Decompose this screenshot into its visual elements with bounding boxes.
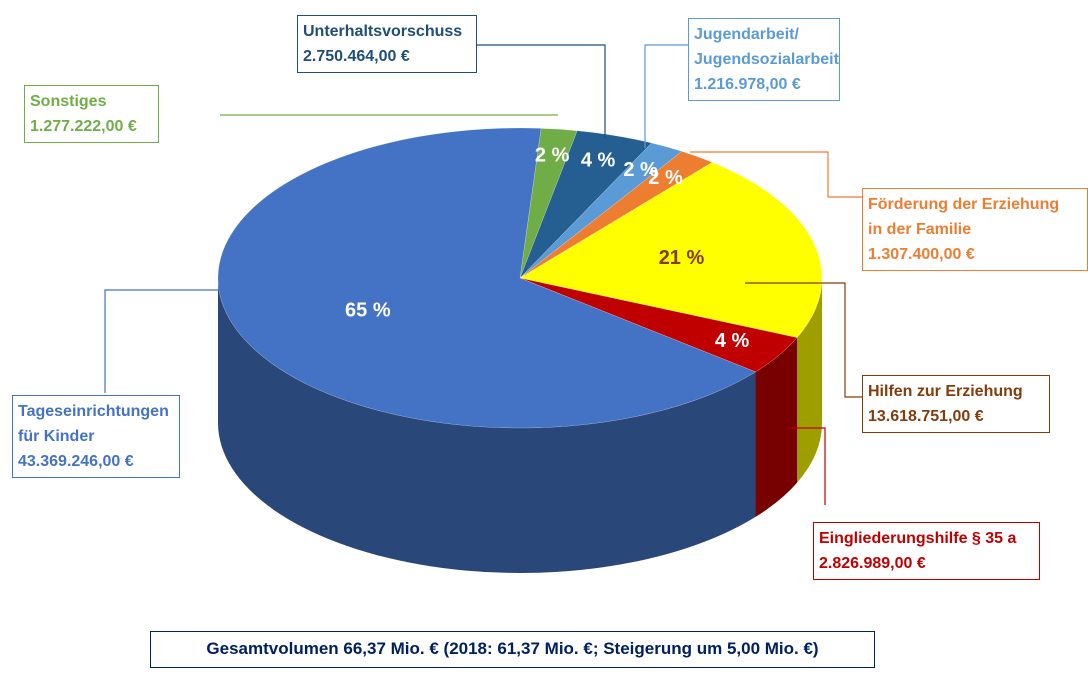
- percent-label: 2 %: [648, 167, 683, 189]
- slice: [519, 142, 683, 279]
- value-label: 13.618.751,00 €: [868, 408, 984, 425]
- slice: [217, 127, 757, 429]
- percent-label: 2 %: [535, 144, 570, 166]
- value-label: 2.826.989,00 €: [819, 555, 926, 572]
- slice: [519, 130, 653, 279]
- category-label: Jugendarbeit/ Jugendsozialarbeit: [694, 26, 839, 68]
- percent-label: 4 %: [715, 330, 750, 352]
- leader-line: [690, 151, 862, 198]
- category-label: Tageseinrichtungen für Kinder: [18, 403, 169, 445]
- percent-label: 21 %: [659, 247, 705, 269]
- value-label: 1.307.400,00 €: [868, 246, 975, 263]
- percent-label: 65 %: [345, 299, 391, 321]
- leader-line: [644, 44, 688, 148]
- category-label: Eingliederungshilfe § 35 a: [819, 530, 1017, 547]
- slice-side: [755, 337, 798, 517]
- callout: Förderung der Erziehung in der Familie 1.…: [862, 188, 1088, 271]
- value-label: 1.277.222,00 €: [30, 118, 137, 135]
- percent-label: 2 %: [623, 159, 658, 181]
- leader-line: [790, 427, 826, 505]
- footer-box: Gesamtvolumen 66,37 Mio. € (2018: 61,37 …: [150, 631, 875, 668]
- leader-line: [104, 289, 320, 393]
- category-label: Unterhaltsvorschuss: [303, 23, 463, 40]
- slice: [519, 151, 713, 279]
- value-label: 1.216.978,00 €: [694, 76, 801, 93]
- callout: Unterhaltsvorschuss 2.750.464,00 €: [297, 15, 477, 73]
- slice: [519, 128, 578, 279]
- leader-line: [477, 44, 606, 138]
- callout: Sonstiges 1.277.222,00 €: [24, 85, 159, 143]
- leader-line: [745, 282, 862, 398]
- slice: [519, 162, 823, 338]
- callout: Eingliederungshilfe § 35 a 2.826.989,00 €: [813, 522, 1040, 580]
- percent-label: 4 %: [581, 150, 616, 172]
- value-label: 43.369.246,00 €: [18, 453, 134, 470]
- callout: Jugendarbeit/ Jugendsozialarbeit 1.216.97…: [688, 18, 840, 101]
- slice-side: [218, 278, 756, 573]
- slice: [519, 277, 798, 373]
- category-label: Sonstiges: [30, 93, 107, 110]
- category-label: Förderung der Erziehung in der Familie: [868, 196, 1060, 238]
- callout: Tageseinrichtungen für Kinder 43.369.246,…: [12, 395, 180, 478]
- value-label: 2.750.464,00 €: [303, 48, 410, 65]
- slice-side: [797, 278, 822, 483]
- category-label: Hilfen zur Erziehung: [868, 383, 1023, 400]
- callout: Hilfen zur Erziehung 13.618.751,00 €: [862, 375, 1050, 433]
